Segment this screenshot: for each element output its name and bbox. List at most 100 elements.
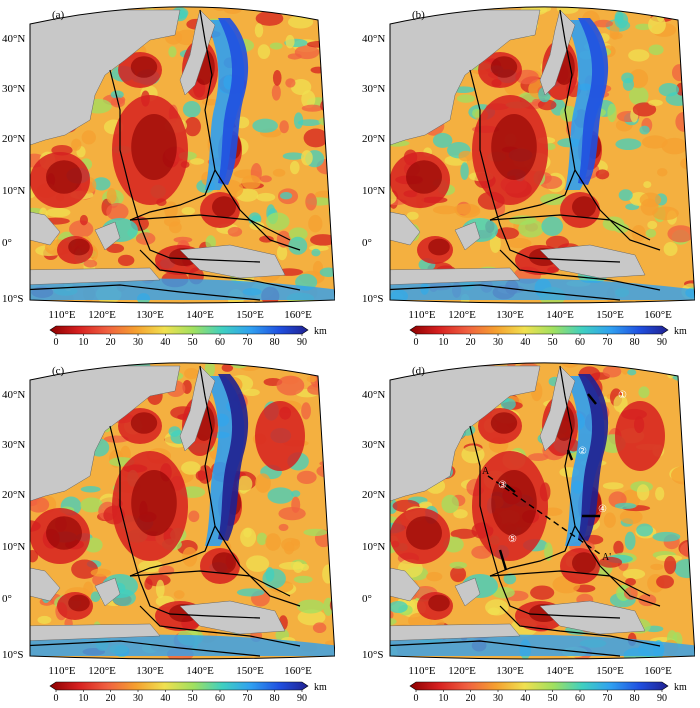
map-frame [389,6,695,304]
longitude-label: 130°E [496,309,524,321]
latitude-label: 30°N [2,83,25,95]
longitude-label: 160°E [284,309,312,321]
longitude-label: 150°E [236,309,264,321]
colorbar-tick-label: 0 [54,693,59,701]
map-panel-d: (d) 40°N 30°N 20°N 10°N 0° 10°S 110°E 120°E 130°E… [360,356,695,701]
latitude-label: 40°N [2,33,25,45]
colorbar-tick-label: 60 [215,337,225,345]
colorbar-tick-label: 90 [657,337,667,345]
profile-marker-label: ⑤ [508,534,517,545]
longitude-label: 120°E [88,309,116,321]
longitude-label: 130°E [136,309,164,321]
colorbar-tick-label: 60 [575,693,585,701]
profile-marker-label: ④ [598,504,607,515]
colorbar-unit-label: km [314,326,327,337]
colorbar-tick-label: 80 [630,337,640,345]
map-panel-b: (b) 40°N 30°N 20°N 10°N 0° 10°S 110°E 120°E 130°E… [360,0,695,345]
colorbar-tick-label: 50 [188,693,198,701]
panel-label: (b) [412,9,425,21]
latitude-label: 0° [362,593,372,605]
longitude-label: 120°E [88,665,116,677]
colorbar-tick-label: 50 [548,337,558,345]
profile-end-label: A' [602,552,611,563]
map-svg: (a) 40°N 30°N 20°N 10°N 0° 10°S 110°E 120°E 130°E… [2,6,335,345]
panel-label: (a) [52,9,65,21]
longitude-label: 140°E [546,309,574,321]
longitude-label: 110°E [48,309,75,321]
colorbar-tick-label: 10 [78,693,88,701]
longitude-label: 150°E [236,665,264,677]
latitude-label: 10°S [2,649,24,661]
longitude-label: 160°E [644,309,672,321]
map-field [30,6,335,304]
map-panel-a: (a) 40°N 30°N 20°N 10°N 0° 10°S 110°E 120°E 130°E… [0,0,335,345]
latitude-label: 30°N [362,83,385,95]
latitude-label: 40°N [362,389,385,401]
map-field [30,362,335,660]
map-svg: (b) 40°N 30°N 20°N 10°N 0° 10°S 110°E 120°E 130°E… [362,6,695,345]
longitude-label: 130°E [496,665,524,677]
map-svg: (d) 40°N 30°N 20°N 10°N 0° 10°S 110°E 120°E 130°E… [362,362,695,701]
colorbar [409,681,669,691]
latitude-label: 0° [2,593,12,605]
latitude-label: 10°N [2,185,25,197]
colorbar-tick-label: 0 [414,693,419,701]
longitude-label: 110°E [408,665,435,677]
colorbar-tick-label: 70 [602,337,612,345]
map-frame [29,362,335,660]
profile-line [487,475,601,555]
latitude-label: 30°N [2,439,25,451]
latitude-label: 10°N [2,541,25,553]
colorbar-tick-label: 80 [630,693,640,701]
colorbar [49,325,309,335]
colorbar-tick-label: 60 [575,337,585,345]
colorbar-tick-label: 40 [520,693,530,701]
latitude-label: 40°N [362,33,385,45]
colorbar-tick-label: 70 [242,693,252,701]
colorbar-tick-label: 90 [297,693,307,701]
longitude-label: 140°E [546,665,574,677]
colorbar-unit-label: km [674,326,687,337]
profile-marker-label: ③ [498,480,507,491]
colorbar-tick-label: 10 [438,693,448,701]
longitude-label: 150°E [596,309,624,321]
latitude-label: 10°S [2,293,24,305]
colorbar-tick-label: 40 [160,693,170,701]
profile-marker-label: ② [578,446,587,457]
longitude-label: 160°E [644,665,672,677]
colorbar-tick-label: 20 [106,337,116,345]
latitude-label: 10°N [362,185,385,197]
latitude-label: 10°S [362,649,384,661]
longitude-label: 140°E [186,309,214,321]
map-panel-c: (c) 40°N 30°N 20°N 10°N 0° 10°S 110°E 120°E 130°E… [0,356,335,701]
colorbar-tick-label: 20 [466,337,476,345]
colorbar-tick-label: 60 [215,693,225,701]
colorbar-tick-label: 90 [297,337,307,345]
colorbar-tick-label: 10 [78,337,88,345]
panel-label: (c) [52,365,65,377]
longitude-label: 160°E [284,665,312,677]
latitude-label: 20°N [2,489,25,501]
latitude-label: 10°S [362,293,384,305]
colorbar-tick-label: 30 [133,337,143,345]
colorbar-tick-label: 70 [602,693,612,701]
colorbar-tick-label: 20 [106,693,116,701]
map-frame [29,6,335,304]
longitude-label: 150°E [596,665,624,677]
latitude-label: 40°N [2,389,25,401]
panel-label: (d) [412,365,425,377]
latitude-label: 20°N [2,133,25,145]
longitude-label: 110°E [48,665,75,677]
colorbar-tick-label: 50 [548,693,558,701]
longitude-label: 140°E [186,665,214,677]
latitude-label: 0° [2,237,12,249]
longitude-label: 130°E [136,665,164,677]
colorbar-tick-label: 30 [493,337,503,345]
longitude-label: 120°E [448,309,476,321]
map-field [390,362,695,660]
colorbar-tick-label: 40 [160,337,170,345]
colorbar-tick-label: 20 [466,693,476,701]
colorbar-tick-label: 30 [133,693,143,701]
map-svg: (c) 40°N 30°N 20°N 10°N 0° 10°S 110°E 120°E 130°E… [2,362,335,701]
colorbar [409,325,669,335]
